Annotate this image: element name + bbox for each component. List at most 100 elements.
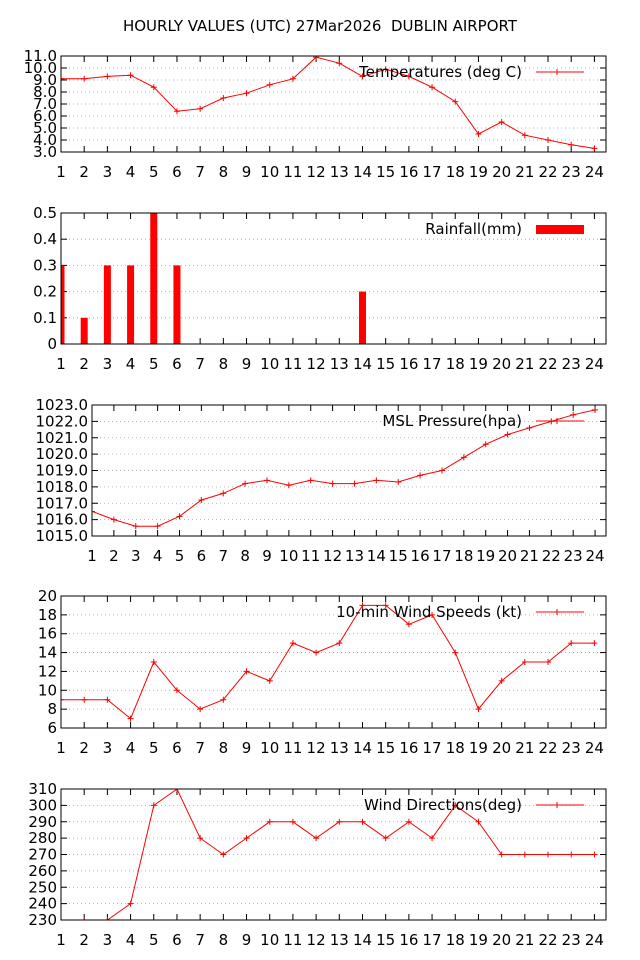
- temperature-xtick-label: 17: [423, 163, 442, 181]
- wind-speed-data-point: [127, 715, 134, 722]
- temperature-ytick-label: 4.0: [33, 131, 57, 149]
- wind-speed-xtick-label: 16: [399, 739, 418, 757]
- pressure-xtick-label: 16: [411, 547, 430, 565]
- wind-direction-data-point: [313, 835, 320, 842]
- wind-speed-xtick-label: 20: [492, 739, 511, 757]
- pressure-ytick-label: 1018.0: [36, 478, 89, 496]
- rainfall-xtick-label: 24: [585, 355, 604, 373]
- wind-direction-data-point: [591, 851, 598, 858]
- temperature-data-point: [289, 75, 296, 82]
- wind-direction-ytick-label: 270: [28, 846, 57, 864]
- wind-direction-xtick-label: 4: [126, 931, 136, 949]
- wind-direction-data-point: [475, 818, 482, 825]
- pressure-data-point: [110, 516, 117, 523]
- temperature-xtick-label: 3: [103, 163, 113, 181]
- wind-speed-xtick-label: 21: [515, 739, 534, 757]
- wind-speed-data-point: [104, 696, 111, 703]
- rainfall-ytick-label: 0.3: [33, 256, 57, 274]
- temperature-data-point: [568, 141, 575, 148]
- temperature-data-point: [266, 81, 273, 88]
- wind-direction-data-point: [336, 818, 343, 825]
- pressure-ytick-label: 1020.0: [36, 445, 89, 463]
- rainfall-legend-label: Rainfall(mm): [425, 220, 522, 238]
- wind-speed-ytick-label: 6: [47, 719, 57, 737]
- wind-direction-xtick-label: 21: [515, 931, 534, 949]
- temperature-data-point: [359, 73, 366, 80]
- wind-direction-data-point: [150, 802, 157, 809]
- pressure-xtick-label: 15: [389, 547, 408, 565]
- rainfall-xtick-label: 8: [219, 355, 229, 373]
- temperature-legend-marker: [554, 69, 560, 75]
- wind-direction-xtick-label: 22: [538, 931, 557, 949]
- rainfall-xtick-label: 13: [330, 355, 349, 373]
- pressure-data-point: [460, 454, 467, 461]
- wind-direction-xtick-label: 2: [79, 931, 89, 949]
- wind-direction-ytick-label: 300: [28, 796, 57, 814]
- rainfall-xtick-label: 6: [172, 355, 182, 373]
- wind-speed-xtick-label: 23: [562, 739, 581, 757]
- temperature-data-point: [173, 108, 180, 115]
- rainfall-bar: [358, 291, 366, 344]
- wind-speed-data-point: [475, 706, 482, 713]
- rainfall-xtick-label: 16: [399, 355, 418, 373]
- wind-speed-data-point: [429, 611, 436, 618]
- rainfall-xtick-label: 12: [307, 355, 326, 373]
- wind-direction-data-point: [104, 917, 111, 920]
- wind-speed-legend-marker: [554, 609, 560, 615]
- wind-direction-xtick-label: 11: [283, 931, 302, 949]
- wind-speed-xtick-label: 7: [195, 739, 205, 757]
- wind-direction-ytick-label: 260: [28, 862, 57, 880]
- pressure-ytick-label: 1022.0: [36, 412, 89, 430]
- temperature-data-point: [498, 119, 505, 125]
- pressure-xtick-label: 2: [109, 547, 119, 565]
- pressure-data-point: [176, 513, 183, 520]
- pressure-ytick-label: 1019.0: [36, 462, 89, 480]
- rainfall-xtick-label: 15: [376, 355, 395, 373]
- pressure-data-point: [395, 478, 402, 485]
- wind-direction-xtick-label: 17: [423, 931, 442, 949]
- rainfall-bar: [80, 317, 88, 344]
- pressure-ytick-label: 1023.0: [36, 396, 89, 414]
- rainfall-xtick-label: 21: [515, 355, 534, 373]
- temperature-ytick-label: 6.0: [33, 107, 57, 125]
- wind-speed-xtick-label: 24: [585, 739, 604, 757]
- pressure-data-point: [417, 472, 424, 479]
- pressure-ytick-label: 1015.0: [36, 527, 89, 545]
- wind-direction-xtick-label: 18: [446, 931, 465, 949]
- wind-direction-xtick-label: 3: [103, 931, 113, 949]
- temperature-chart: 3.04.05.06.07.08.09.010.011.01 2 3 4 5 6 7 8 9 10…: [24, 47, 607, 181]
- wind-speed-data-point: [81, 696, 88, 703]
- temperature-xtick-label: 18: [446, 163, 465, 181]
- rainfall-xtick-label: 7: [195, 355, 205, 373]
- rainfall-ytick-label: 0.2: [33, 283, 57, 301]
- wind-direction-data-point: [568, 851, 575, 858]
- pressure-data-point: [526, 424, 533, 431]
- pressure-xtick-label: 6: [197, 547, 207, 565]
- wind-direction-data-point: [429, 835, 436, 842]
- rainfall-chart: 00.10.20.30.40.51 2 3 4 5 6 7 8 9 10 11 12 13 14 15 16 1…: [33, 204, 607, 373]
- wind-direction-xtick-label: 16: [399, 931, 418, 949]
- rainfall-ytick-label: 0: [47, 335, 57, 353]
- wind-speed-data-point: [452, 649, 459, 656]
- pressure-xtick-label: 12: [323, 547, 342, 565]
- wind-speed-xtick-label: 1: [56, 739, 66, 757]
- pressure-xtick-label: 19: [476, 547, 495, 565]
- rainfall-xtick-label: 9: [242, 355, 252, 373]
- wind-speed-xtick-label: 19: [469, 739, 488, 757]
- wind-speed-data-point: [173, 687, 180, 694]
- wind-speed-xtick-label: 5: [149, 739, 159, 757]
- temperature-ytick-label: 3.0: [33, 143, 57, 161]
- pressure-data-point: [504, 431, 511, 438]
- wind-speed-xtick-label: 2: [79, 739, 89, 757]
- rainfall-xtick-label: 14: [353, 355, 372, 373]
- temperature-data-point: [150, 84, 157, 91]
- temperature-xtick-label: 24: [585, 163, 604, 181]
- wind-direction-ytick-label: 240: [28, 895, 57, 913]
- temperature-ytick-label: 8.0: [33, 83, 57, 101]
- pressure-data-point: [351, 480, 358, 487]
- rainfall-bar: [127, 265, 135, 344]
- pressure-xtick-label: 4: [153, 547, 163, 565]
- pressure-xtick-label: 7: [218, 547, 228, 565]
- temperature-xtick-label: 9: [242, 163, 252, 181]
